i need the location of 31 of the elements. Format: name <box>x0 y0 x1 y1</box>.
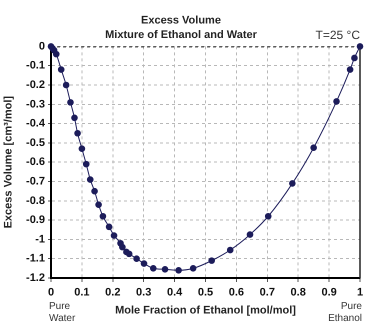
x-tick-label: 0.6 <box>228 286 244 299</box>
y-tick-label: -0.3 <box>26 98 45 110</box>
x-tick-label: 0.3 <box>136 286 152 299</box>
y-tick-label: -0.6 <box>26 156 45 168</box>
y-tick-label: -1.2 <box>26 272 45 284</box>
x-tick-label: 0.9 <box>321 286 337 299</box>
y-tick-label: -1.1 <box>26 252 45 265</box>
x-tick-label: 0 <box>48 286 54 299</box>
y-tick-label: -0.1 <box>26 60 45 72</box>
text: T=25 °C <box>316 28 360 42</box>
y-tick-label: -0.2 <box>26 79 45 92</box>
x-tick-label: 1 <box>356 286 364 299</box>
x-tick-label: 0.7 <box>260 286 275 299</box>
y-axis-title: Excess Volume [cm³/mol] <box>2 96 15 228</box>
y-tick-label: 0 <box>38 40 45 52</box>
x-tick-label: 0.8 <box>290 286 306 299</box>
y-tick-label: -0.9 <box>26 214 45 226</box>
y-tick-label: -0.4 <box>26 118 46 130</box>
text: Pure Ethanol <box>328 301 362 322</box>
x-tick-label: 0.2 <box>105 286 120 299</box>
x-axis-title: Mole Fraction of Ethanol [mol/mol] <box>115 304 296 316</box>
x-tick-label: 0.1 <box>74 286 90 299</box>
y-tick-label: -1 <box>35 233 45 246</box>
y-tick-label: -0.5 <box>26 136 45 149</box>
y-tick-label: -0.7 <box>26 176 45 188</box>
y-tick-label: -0.8 <box>26 194 45 207</box>
chart-title: Excess Volume <box>141 14 221 27</box>
x-tick-label: 0.5 <box>198 286 214 299</box>
chart-subtitle: Mixture of Ethanol and Water <box>105 28 258 41</box>
x-tick-label: 0.4 <box>166 286 184 299</box>
text: Pure Water <box>49 301 76 322</box>
